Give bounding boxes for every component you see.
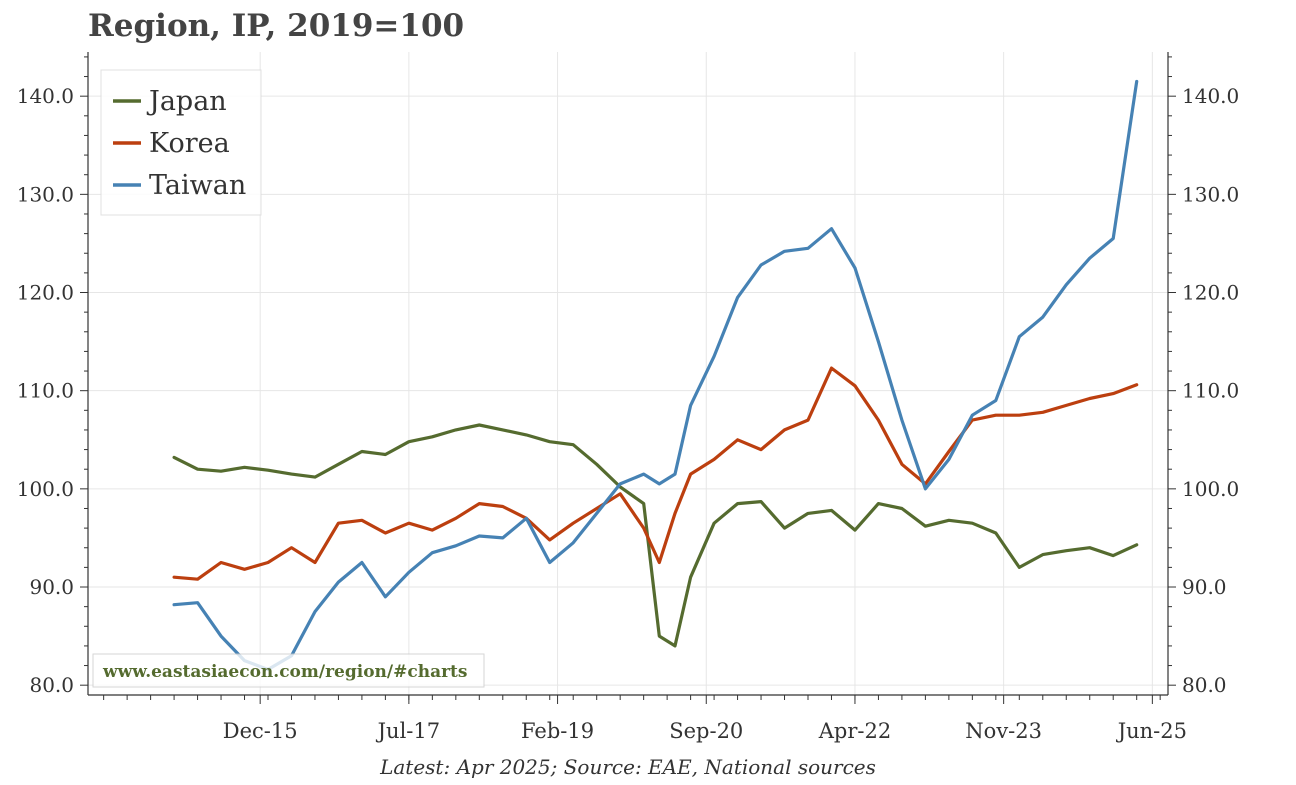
chart-caption: Latest: Apr 2025; Source: EAE, National … <box>380 755 876 779</box>
legend-label-japan: Japan <box>146 86 227 117</box>
left-y-tick-label: 130.0 <box>17 182 74 206</box>
x-tick-label: Feb-19 <box>521 719 594 743</box>
series-line-korea <box>172 366 1139 581</box>
right-y-tick-label: 120.0 <box>1182 281 1239 305</box>
left-y-tick-label: 140.0 <box>17 84 74 108</box>
chart-title: Region, IP, 2019=100 <box>88 8 465 44</box>
right-y-tick-label: 140.0 <box>1182 84 1239 108</box>
right-y-tick-label: 130.0 <box>1182 182 1239 206</box>
left-y-tick-label: 90.0 <box>29 575 74 599</box>
right-y-tick-label: 80.0 <box>1182 673 1227 697</box>
left-y-tick-label: 100.0 <box>17 477 74 501</box>
x-tick-label: Apr-22 <box>818 719 891 743</box>
right-y-tick-label: 110.0 <box>1182 379 1239 403</box>
x-tick-label: Jul-17 <box>376 719 440 743</box>
series-line-taiwan <box>172 79 1139 672</box>
legend-label-taiwan: Taiwan <box>149 170 246 201</box>
series-line-japan <box>172 423 1139 648</box>
left-y-tick-label: 120.0 <box>17 281 74 305</box>
x-tick-label: Nov-23 <box>965 719 1042 743</box>
x-tick-label: Sep-20 <box>669 719 743 743</box>
watermark-text: www.eastasiaecon.com/region/#charts <box>102 662 467 682</box>
left-y-tick-label: 110.0 <box>17 379 74 403</box>
x-tick-label: Dec-15 <box>223 719 298 743</box>
left-y-tick-label: 80.0 <box>29 673 74 697</box>
x-tick-label: Jun-25 <box>1116 719 1187 743</box>
right-y-tick-label: 90.0 <box>1182 575 1227 599</box>
watermark-box <box>92 653 485 688</box>
right-y-tick-label: 100.0 <box>1182 477 1239 501</box>
legend-label-korea: Korea <box>149 128 230 159</box>
